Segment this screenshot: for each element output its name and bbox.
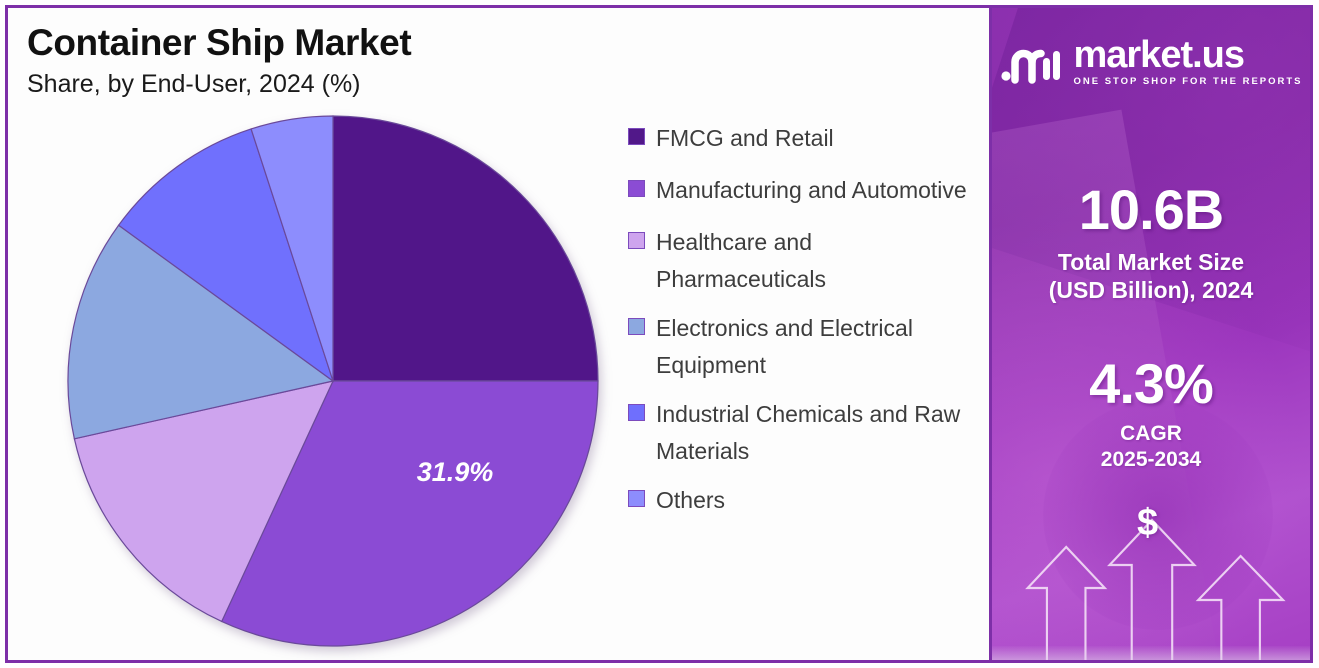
market-size-value: 10.6B: [1078, 178, 1224, 241]
cagr-label-line1: CAGR: [1120, 422, 1182, 445]
pie-chart: 31.9%: [63, 113, 603, 653]
arrow-up-center-icon: [1107, 518, 1197, 660]
legend-item-label: Healthcare and Pharmaceuticals: [656, 229, 827, 292]
legend-item[interactable]: FMCG and Retail: [628, 120, 983, 160]
legend-color-swatch: [628, 180, 645, 197]
legend-item-label: Others: [656, 487, 726, 513]
cagr-label: CAGR 2025-2034: [992, 421, 1310, 472]
brand-panel: market.us ONE STOP SHOP FOR THE REPORTS …: [989, 8, 1310, 660]
brand-logo-text-wrap: market.us ONE STOP SHOP FOR THE REPORTS: [1073, 36, 1302, 87]
legend-item[interactable]: Manufacturing and Automotive: [628, 172, 983, 212]
legend-item[interactable]: Electronics and Electrical Equipment: [628, 310, 983, 384]
pie-slice: [332, 115, 599, 382]
market-size-label-line1: Total Market Size: [1057, 249, 1245, 275]
legend-item-label: Manufacturing and Automotive: [656, 177, 967, 203]
arrows-svg: [1025, 518, 1286, 660]
legend-item[interactable]: Others: [628, 482, 983, 522]
legend-color-swatch: [628, 490, 645, 507]
pie-slice: [117, 128, 335, 383]
arrow-up-right-icon: [1195, 554, 1286, 660]
legend-color-swatch: [628, 128, 645, 145]
pie-slice: [67, 224, 335, 440]
arrow-up-left-icon: [1025, 545, 1108, 660]
pie-slice: [73, 380, 335, 623]
page-title: Container Ship Market: [27, 22, 412, 63]
legend-color-swatch: [628, 232, 645, 249]
legend-item-label: FMCG and Retail: [656, 125, 834, 151]
legend-color-swatch: [628, 318, 645, 335]
legend-item-label: Industrial Chemicals and Raw Materials: [656, 401, 961, 464]
legend-item[interactable]: Healthcare and Pharmaceuticals: [628, 224, 983, 298]
pie-slice: [220, 380, 599, 647]
legend-item-label: Electronics and Electrical Equipment: [656, 315, 913, 378]
chart-legend: FMCG and Retail Manufacturing and Automot…: [628, 120, 983, 534]
dollar-symbol-icon: $: [1137, 502, 1159, 544]
page-subtitle: Share, by End-User, 2024 (%): [27, 70, 361, 99]
market-size-label-line2: (USD Billion), 2024: [1048, 277, 1254, 304]
growth-arrows-graphic: $: [992, 470, 1310, 660]
market-us-logo-icon: [1001, 50, 1061, 84]
brand-logo-text: market.us: [1073, 34, 1245, 76]
cagr-label-line2: 2025-2034: [1100, 447, 1202, 471]
bordered-frame: Container Ship Market Share, by End-User…: [5, 5, 1313, 663]
cagr-value: 4.3%: [1089, 352, 1214, 415]
title-block: Container Ship Market Share, by End-User…: [27, 22, 647, 99]
market-size-label: Total Market Size (USD Billion), 2024: [992, 248, 1310, 304]
slice-data-label: 31.9%: [417, 457, 494, 487]
pie-chart-svg: 31.9%: [67, 115, 599, 647]
stat-cagr: 4.3% CAGR 2025-2034: [992, 356, 1310, 472]
legend-item[interactable]: Industrial Chemicals and Raw Materials: [628, 396, 983, 470]
chart-panel: Container Ship Market Share, by End-User…: [8, 8, 989, 660]
stat-market-size: 10.6B Total Market Size (USD Billion), 2…: [992, 182, 1310, 304]
legend-color-swatch: [628, 404, 645, 421]
pie-slices: [67, 115, 599, 647]
brand-logo: market.us ONE STOP SHOP FOR THE REPORTS: [992, 36, 1310, 87]
pie-slice: [250, 115, 334, 382]
brand-logo-tagline: ONE STOP SHOP FOR THE REPORTS: [1073, 76, 1303, 87]
